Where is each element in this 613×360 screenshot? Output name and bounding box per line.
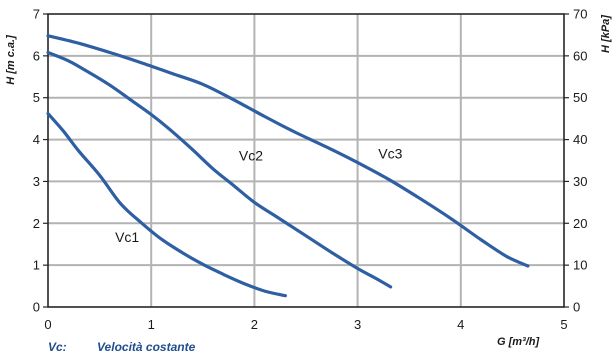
x-tick-label: 4 <box>457 317 464 332</box>
y2-tick-label: 10 <box>573 258 587 273</box>
y-tick-label: 1 <box>33 258 40 273</box>
legend-text: Velocità costante <box>97 340 196 354</box>
x-tick-label: 5 <box>560 317 567 332</box>
curve-label-vc1: Vc1 <box>115 229 139 245</box>
grid-lines <box>48 14 564 307</box>
y2-axis-title: H [kPa] <box>600 15 612 53</box>
curve-label-vc3: Vc3 <box>378 145 402 161</box>
y2-tick-label: 0 <box>573 300 580 315</box>
y2-tick-label: 70 <box>573 7 587 22</box>
y-tick-label: 7 <box>33 7 40 22</box>
y2-tick-label: 50 <box>573 90 587 105</box>
x-tick-label: 3 <box>354 317 361 332</box>
x-tick-label: 1 <box>148 317 155 332</box>
y2-tick-label: 40 <box>573 132 587 147</box>
y2-tick-label: 60 <box>573 48 587 63</box>
y-axis-title: H [m c.a.] <box>5 35 17 85</box>
y2-tick-label: 20 <box>573 216 587 231</box>
y-tick-label: 5 <box>33 90 40 105</box>
x-tick-label: 2 <box>251 317 258 332</box>
y2-tick-label: 30 <box>573 174 587 189</box>
curve-labels: Vc1 Vc2 Vc3 <box>115 145 402 245</box>
x-tick-label: 0 <box>44 317 51 332</box>
y-tick-label: 2 <box>33 216 40 231</box>
plot-frame <box>47 13 565 308</box>
curve-vc2 <box>46 50 393 289</box>
curve-label-vc2: Vc2 <box>239 148 263 164</box>
x-axis-title: G [m³/h] <box>497 336 539 348</box>
curve-vc3 <box>46 34 530 268</box>
y-tick-label: 3 <box>33 174 40 189</box>
curve-vc1 <box>46 112 287 298</box>
y-tick-label: 4 <box>33 132 40 147</box>
legend-key: Vc: <box>48 340 67 354</box>
curves <box>46 34 530 298</box>
y-tick-label: 0 <box>33 300 40 315</box>
y-tick-label: 6 <box>33 48 40 63</box>
